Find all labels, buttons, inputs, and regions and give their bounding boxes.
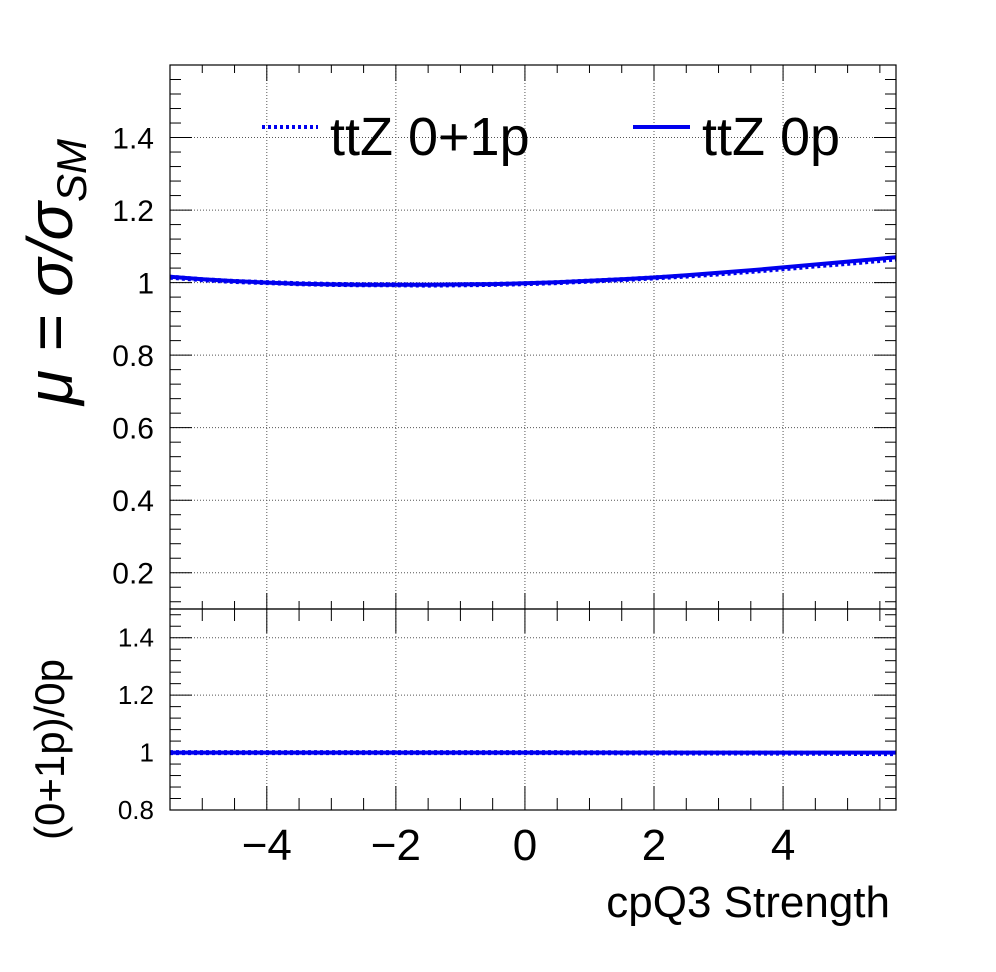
top-y-axis-title: μ = σ/σSM: [14, 139, 95, 407]
x-tick-label: 4: [771, 821, 795, 870]
y-tick-label: 0.8: [118, 795, 154, 825]
bottom-y-axis-title: (0+1p)/0p: [26, 659, 73, 840]
x-tick-labels: −4 −2 0 2 4: [242, 821, 796, 870]
y-tick-label: 1: [140, 738, 154, 768]
top-y-axis-subscript: SM: [48, 139, 95, 202]
y-tick-label: 0.8: [112, 340, 154, 373]
y-tick-label: 1.4: [118, 623, 154, 653]
x-tick-label: 2: [642, 821, 666, 870]
series-line-solid: [169, 255, 897, 287]
x-tick-label: −4: [242, 821, 292, 870]
y-tick-label: 0.6: [112, 413, 154, 446]
legend-label-series-1: ttZ 0+1p: [330, 107, 530, 167]
legend: ttZ 0+1p ttZ 0p: [262, 107, 840, 167]
bottom-y-tick-labels: 0.8 1 1.2 1.4: [118, 623, 154, 825]
x-tick-label: 0: [513, 821, 537, 870]
y-tick-label: 0.2: [112, 558, 154, 591]
bottom-frame: [169, 608, 897, 811]
x-axis-title: cpQ3 Strength: [606, 878, 890, 927]
y-tick-label: 1.2: [118, 680, 154, 710]
legend-label-series-2: ttZ 0p: [702, 107, 840, 167]
y-tick-label: 1: [137, 268, 154, 301]
top-y-tick-labels: 0.2 0.4 0.6 0.8 1 1.2 1.4: [112, 123, 154, 591]
top-panel: 0.2 0.4 0.6 0.8 1 1.2 1.4 μ = σ/σSM ttZ 0+1p t…: [14, 64, 897, 610]
y-tick-label: 0.4: [112, 485, 154, 518]
bottom-series: [170, 750, 897, 757]
x-tick-label: −2: [371, 821, 421, 870]
bottom-panel: 0.8 1 1.2 1.4 (0+1p)/0p: [26, 608, 897, 840]
bottom-grid: [170, 609, 896, 810]
top-series: [169, 255, 897, 288]
y-tick-label: 1.2: [112, 195, 154, 228]
y-tick-label: 1.4: [112, 123, 154, 156]
bottom-ticks: [169, 609, 896, 811]
